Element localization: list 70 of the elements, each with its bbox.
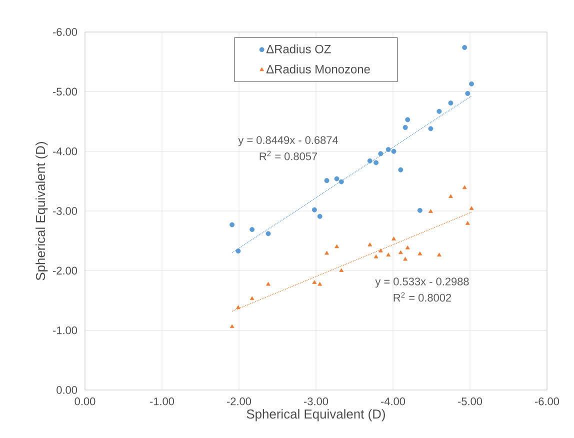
point <box>339 268 344 272</box>
point <box>266 282 270 286</box>
point <box>250 227 255 232</box>
x-tick-label: -4.00 <box>380 398 406 406</box>
legend-label: ΔRadius OZ <box>266 44 331 54</box>
point <box>469 81 474 86</box>
point <box>405 117 410 122</box>
point <box>368 242 372 246</box>
point <box>324 250 329 255</box>
point <box>469 206 474 210</box>
point <box>436 108 442 114</box>
annotation: y = 0.8449x - 0.6874 <box>238 136 338 146</box>
point <box>403 256 408 261</box>
legend-label: ΔRadius Monozone <box>266 64 370 74</box>
point <box>266 231 271 236</box>
point <box>334 176 340 182</box>
point <box>334 244 339 248</box>
point <box>374 160 379 166</box>
y-tick-label: -6.00 <box>52 28 78 36</box>
point <box>386 252 391 257</box>
point <box>405 246 410 250</box>
point <box>236 305 240 310</box>
x-tick-label: 0.00 <box>74 398 96 406</box>
y-tick-label: -1.00 <box>52 326 78 334</box>
x-axis-title: Spherical Equivalent (D) <box>246 409 385 422</box>
point <box>386 147 391 152</box>
point <box>465 90 470 96</box>
x-tick-label: -6.00 <box>534 398 560 406</box>
point <box>462 185 467 190</box>
point <box>391 148 396 154</box>
point <box>448 100 454 106</box>
point <box>378 248 383 252</box>
point <box>398 167 404 172</box>
x-tick-label: -2.00 <box>226 398 252 406</box>
y-tick-label: -3.00 <box>52 207 78 215</box>
point <box>428 209 433 213</box>
x-tick-label: -3.00 <box>304 398 328 406</box>
point <box>236 248 241 254</box>
point <box>417 208 422 213</box>
point <box>318 282 322 286</box>
point <box>367 158 372 164</box>
point <box>312 280 317 284</box>
y-axis-title: Spherical Equivalent (D) <box>36 142 48 280</box>
annotation: y = 0.533x - 0.2988 <box>375 278 469 288</box>
point <box>338 179 344 184</box>
point <box>402 124 408 130</box>
point <box>462 45 468 50</box>
point <box>378 151 384 156</box>
y-tick-label: -4.00 <box>52 147 78 156</box>
point <box>398 250 403 254</box>
point <box>230 324 234 328</box>
point <box>250 296 254 300</box>
point <box>324 178 330 184</box>
point <box>465 221 470 225</box>
y-tick-label: -5.00 <box>52 88 78 96</box>
annotation: R$^{2}$ = 0.8057 <box>260 150 318 160</box>
point <box>312 207 317 212</box>
point <box>428 126 434 132</box>
point <box>230 222 235 228</box>
x-tick-label: -5.00 <box>458 398 482 406</box>
point <box>317 214 322 219</box>
y-tick-label: 0.00 <box>56 386 78 394</box>
point <box>437 252 442 257</box>
point <box>392 236 396 240</box>
point <box>448 194 453 198</box>
y-tick-label: -2.00 <box>52 266 78 275</box>
point <box>374 254 378 258</box>
annotation: R$^{2}$ = 0.8002 <box>394 292 452 302</box>
point <box>418 251 422 256</box>
x-tick-label: -1.00 <box>150 398 174 406</box>
